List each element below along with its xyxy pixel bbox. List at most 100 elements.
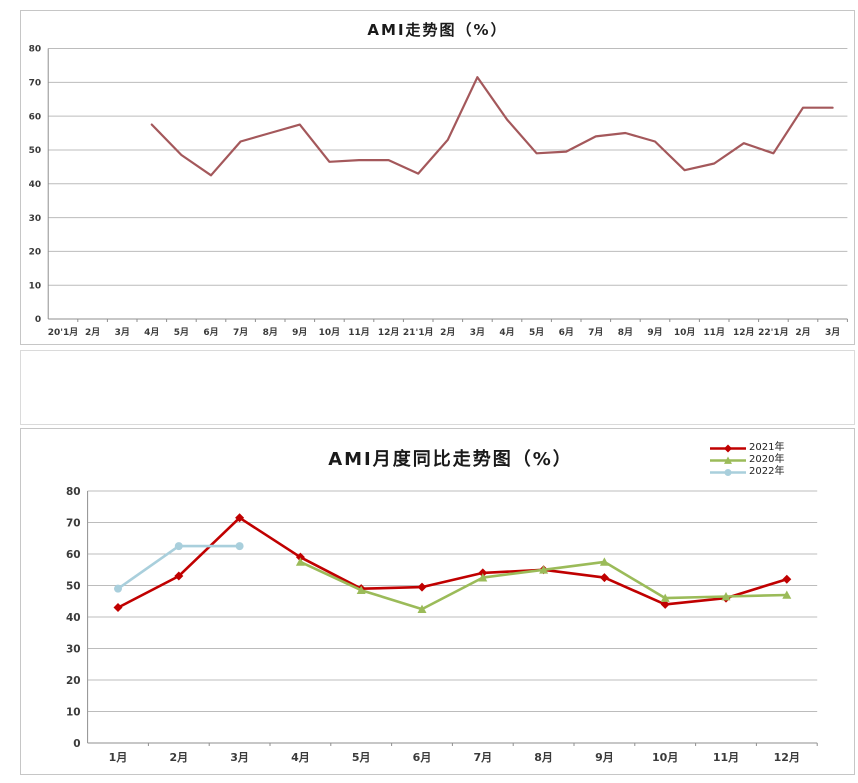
x-tick-label: 3月 xyxy=(825,327,840,338)
x-tick-label: 22'1月 xyxy=(758,327,789,338)
x-tick-label: 5月 xyxy=(352,751,371,764)
x-tick-label: 11月 xyxy=(703,327,725,338)
legend-item-2020年: 2020年 xyxy=(709,454,784,466)
y-tick-label: 40 xyxy=(29,180,42,190)
x-tick-label: 2月 xyxy=(440,327,455,338)
data-point-marker xyxy=(660,593,670,602)
y-tick-label: 30 xyxy=(29,214,42,224)
x-tick-label: 7月 xyxy=(588,327,603,338)
series-line-2021年 xyxy=(116,516,789,609)
y-tick-label: 20 xyxy=(29,248,42,258)
x-tick-label: 3月 xyxy=(470,327,485,338)
x-tick-label: 12月 xyxy=(378,327,400,338)
data-point-marker xyxy=(539,565,549,574)
x-tick-label: 3月 xyxy=(115,327,130,338)
legend-label: 2021年 xyxy=(749,442,785,453)
data-point-marker xyxy=(478,573,488,582)
data-point-marker xyxy=(114,584,122,593)
x-tick-label: 2月 xyxy=(795,327,810,338)
series-line-AMI xyxy=(150,76,834,177)
y-tick-label: 50 xyxy=(66,580,81,592)
y-tick-label: 10 xyxy=(29,281,42,291)
x-tick-label: 6月 xyxy=(203,327,218,338)
data-point-marker xyxy=(724,468,732,476)
y-tick-label: 80 xyxy=(66,486,81,498)
x-tick-label: 4月 xyxy=(499,327,514,338)
x-tick-label: 11月 xyxy=(348,327,370,338)
legend-item-2022年: 2022年 xyxy=(709,466,784,478)
data-point-marker xyxy=(174,571,184,581)
data-point-marker xyxy=(724,444,732,452)
y-tick-label: 60 xyxy=(29,112,42,122)
legend-label: 2022年 xyxy=(749,466,785,477)
data-point-marker xyxy=(599,557,609,566)
x-tick-label: 12月 xyxy=(733,327,755,338)
y-tick-label: 0 xyxy=(73,738,80,750)
x-tick-label: 5月 xyxy=(174,327,189,338)
y-tick-label: 50 xyxy=(29,146,42,156)
data-point-marker xyxy=(235,513,245,523)
ami-trend-line-chart: 0 10 20 30 40 50 60 70 80 20'1月 2月 3月 4月 5月 6月 7月 8月 9月 10… xyxy=(29,45,848,338)
legend-label: 2020年 xyxy=(749,454,785,465)
legend-item-2021年: 2021年 xyxy=(709,442,784,454)
x-tick-label: 11月 xyxy=(713,751,739,764)
x-tick-label: 7月 xyxy=(473,751,492,764)
empty-frame xyxy=(20,350,855,425)
data-point-marker xyxy=(782,574,792,584)
x-tick-label: 7月 xyxy=(233,327,248,338)
y-tick-label: 20 xyxy=(66,675,81,687)
x-tick-label: 9月 xyxy=(647,327,662,338)
legend-swatch-circle-icon xyxy=(710,468,746,476)
x-tick-label: 8月 xyxy=(534,751,553,764)
x-tick-label: 2月 xyxy=(85,327,100,338)
x-tick-label: 8月 xyxy=(263,327,278,338)
x-tick-label: 10月 xyxy=(674,327,696,338)
x-tick-label: 12月 xyxy=(774,751,800,764)
x-tick-label: 5月 xyxy=(529,327,544,338)
data-point-marker xyxy=(782,590,792,599)
y-tick-label: 30 xyxy=(66,643,81,655)
legend-swatch-diamond-icon xyxy=(710,444,746,452)
ami-yoy-line-chart: 0 10 20 30 40 50 60 70 80 1月 2月 3月 4月 5月 6月 7月 8月 9月 10月 11… xyxy=(66,486,818,764)
y-tick-label: 10 xyxy=(66,706,81,718)
x-tick-label: 9月 xyxy=(595,751,614,764)
data-point-marker xyxy=(724,456,732,464)
y-tick-label: 70 xyxy=(66,517,81,529)
data-point-marker xyxy=(417,582,427,592)
data-point-marker xyxy=(417,604,427,613)
data-point-marker xyxy=(174,542,183,551)
y-tick-label: 60 xyxy=(66,549,81,561)
x-tick-label: 20'1月 xyxy=(48,327,79,338)
chart-title: AMI月度同比走势图（%） xyxy=(328,449,573,470)
y-tick-label: 70 xyxy=(29,79,42,89)
x-tick-label: 1月 xyxy=(109,751,128,764)
data-point-marker xyxy=(660,599,670,609)
x-tick-label: 9月 xyxy=(292,327,307,338)
chart-legend: 2021年 2020年 2022年 xyxy=(709,442,784,478)
x-tick-label: 21'1月 xyxy=(403,327,434,338)
x-tick-label: 10月 xyxy=(319,327,341,338)
data-point-marker xyxy=(295,557,305,566)
series-line-2022年 xyxy=(116,544,241,590)
x-tick-label: 6月 xyxy=(559,327,574,338)
legend-swatch-triangle-icon xyxy=(710,456,746,464)
y-tick-label: 0 xyxy=(35,315,41,325)
x-tick-label: 4月 xyxy=(291,751,310,764)
data-point-marker xyxy=(721,592,731,601)
chart-title: AMI走势图（%） xyxy=(367,21,508,39)
x-tick-label: 2月 xyxy=(169,751,188,764)
data-point-marker xyxy=(295,552,305,562)
ami-yoy-chart-panel: AMI月度同比走势图（%） 2021年 2020年 2022年 0 10 20 30 40 5… xyxy=(20,428,855,775)
x-tick-label: 10月 xyxy=(652,751,678,764)
ami-trend-chart-panel: AMI走势图（%） 0 10 20 30 40 50 60 70 80 20'1月 2月 3月 4月 5月… xyxy=(20,10,855,345)
data-point-marker xyxy=(235,542,244,551)
data-point-marker xyxy=(478,568,488,578)
x-tick-label: 3月 xyxy=(230,751,249,764)
y-tick-label: 80 xyxy=(29,45,42,55)
x-tick-label: 8月 xyxy=(618,327,633,338)
x-tick-label: 4月 xyxy=(144,327,159,338)
x-tick-label: 6月 xyxy=(413,751,432,764)
data-point-marker xyxy=(599,573,609,583)
data-point-marker xyxy=(113,603,123,613)
